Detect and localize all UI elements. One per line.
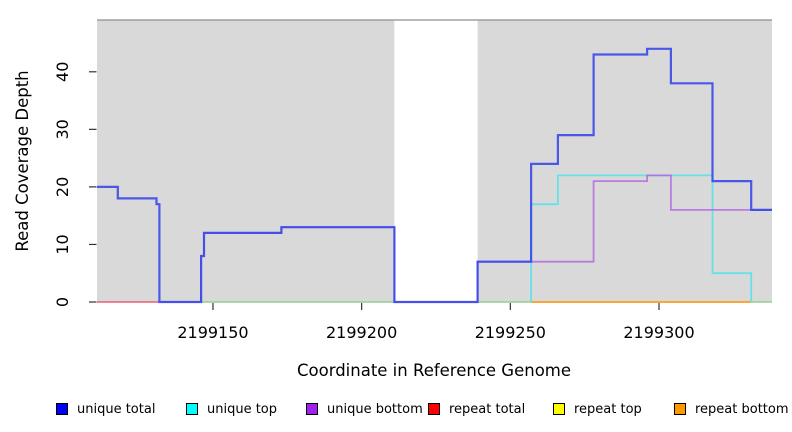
- chart-legend: unique total unique top unique bottom repea…: [0, 399, 792, 421]
- series-lines: [97, 47, 772, 304]
- y-tick-label: 10: [53, 234, 72, 254]
- legend-label: unique top: [207, 401, 278, 417]
- legend-item-repeat-bottom: repeat bottom: [674, 399, 789, 419]
- legend-label: repeat total: [449, 401, 526, 417]
- x-tick-label: 2199150: [177, 323, 248, 342]
- legend-label: repeat bottom: [695, 401, 789, 417]
- y-tick-label: 40: [53, 62, 72, 82]
- legend-label: unique bottom: [327, 401, 423, 417]
- x-tick-label: 2199300: [623, 323, 694, 342]
- legend-swatch: [674, 403, 686, 415]
- shaded-region: [477, 20, 772, 302]
- legend-item-unique-top: unique top: [186, 399, 277, 419]
- axes: 2199150 2199200 2199250 2199300 0 10 20 30 40: [53, 62, 695, 342]
- x-tick-label: 2199250: [475, 323, 546, 342]
- legend-swatch: [306, 403, 318, 415]
- y-tick-label: 0: [53, 297, 72, 307]
- series-line-unique-total: [97, 47, 772, 304]
- legend-label: unique total: [77, 401, 156, 417]
- legend-swatch: [56, 403, 68, 415]
- legend-swatch: [553, 403, 565, 415]
- series-line-unique-top: [530, 174, 753, 302]
- legend-item-repeat-top: repeat top: [553, 399, 642, 419]
- legend-item-unique-bottom: unique bottom: [306, 399, 423, 419]
- shaded-region: [97, 20, 395, 302]
- y-tick-label: 30: [53, 119, 72, 139]
- shaded-regions: [97, 19, 772, 302]
- legend-item-unique-total: unique total: [56, 399, 155, 419]
- y-axis-label: Read Coverage Depth: [13, 70, 32, 251]
- legend-item-repeat-total: repeat total: [428, 399, 525, 419]
- legend-swatch: [186, 403, 198, 415]
- y-tick-label: 20: [53, 177, 72, 197]
- legend-label: repeat top: [574, 401, 642, 417]
- x-axis-label: Coordinate in Reference Genome: [297, 361, 571, 380]
- x-tick-label: 2199200: [326, 323, 397, 342]
- legend-swatch: [428, 403, 440, 415]
